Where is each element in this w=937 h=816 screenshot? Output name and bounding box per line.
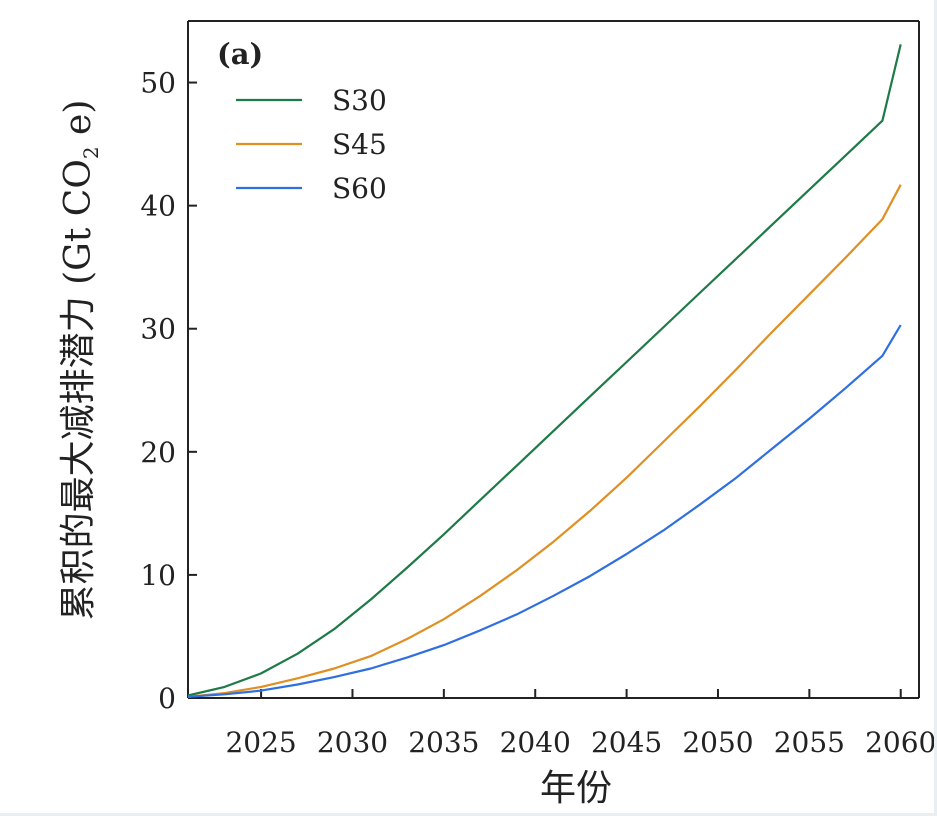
y-axis-title-end: e) <box>58 100 99 147</box>
x-tick-label: 2060 <box>865 726 936 759</box>
y-tick-label: 40 <box>140 190 176 223</box>
legend-label-s60: S60 <box>332 172 387 205</box>
series-lines <box>187 44 902 698</box>
y-axis-title-main: 累积的最大减排潜力 (Gt CO <box>58 159 99 620</box>
series-line-s60 <box>187 324 902 698</box>
y-tick-label: 30 <box>140 313 176 346</box>
legend: S30 S45 S60 <box>236 84 387 205</box>
series-line-s45 <box>187 184 902 698</box>
x-tick-label: 2030 <box>317 726 388 759</box>
legend-label-s45: S45 <box>332 128 387 161</box>
frame-edge-bottom <box>0 813 937 816</box>
y-tick-label: 10 <box>140 559 176 592</box>
x-tick-label: 2045 <box>591 726 662 759</box>
frame-edge-right <box>934 0 937 816</box>
y-axis-title-subscript: 2 <box>79 146 103 159</box>
x-tick-label: 2050 <box>682 726 753 759</box>
x-tick-label: 2025 <box>225 726 296 759</box>
y-axis-ticks: 0 10 20 30 40 50 <box>140 67 197 715</box>
panel-label: (a) <box>217 37 263 71</box>
y-tick-label: 0 <box>158 682 176 715</box>
legend-label-s30: S30 <box>332 84 387 117</box>
x-tick-label: 2035 <box>408 726 479 759</box>
x-tick-label: 2040 <box>500 726 571 759</box>
plot-frame <box>187 20 920 699</box>
x-axis-title: 年份 <box>540 768 612 809</box>
y-tick-label: 50 <box>140 67 176 100</box>
x-tick-label: 2055 <box>774 726 845 759</box>
series-line-s30 <box>187 44 902 697</box>
x-axis-ticks: 2025 2030 2035 2040 2045 2050 2055 2060 <box>225 689 936 759</box>
y-tick-label: 20 <box>140 436 176 469</box>
y-axis-title: 累积的最大减排潜力 (Gt CO2 e) <box>58 100 103 621</box>
